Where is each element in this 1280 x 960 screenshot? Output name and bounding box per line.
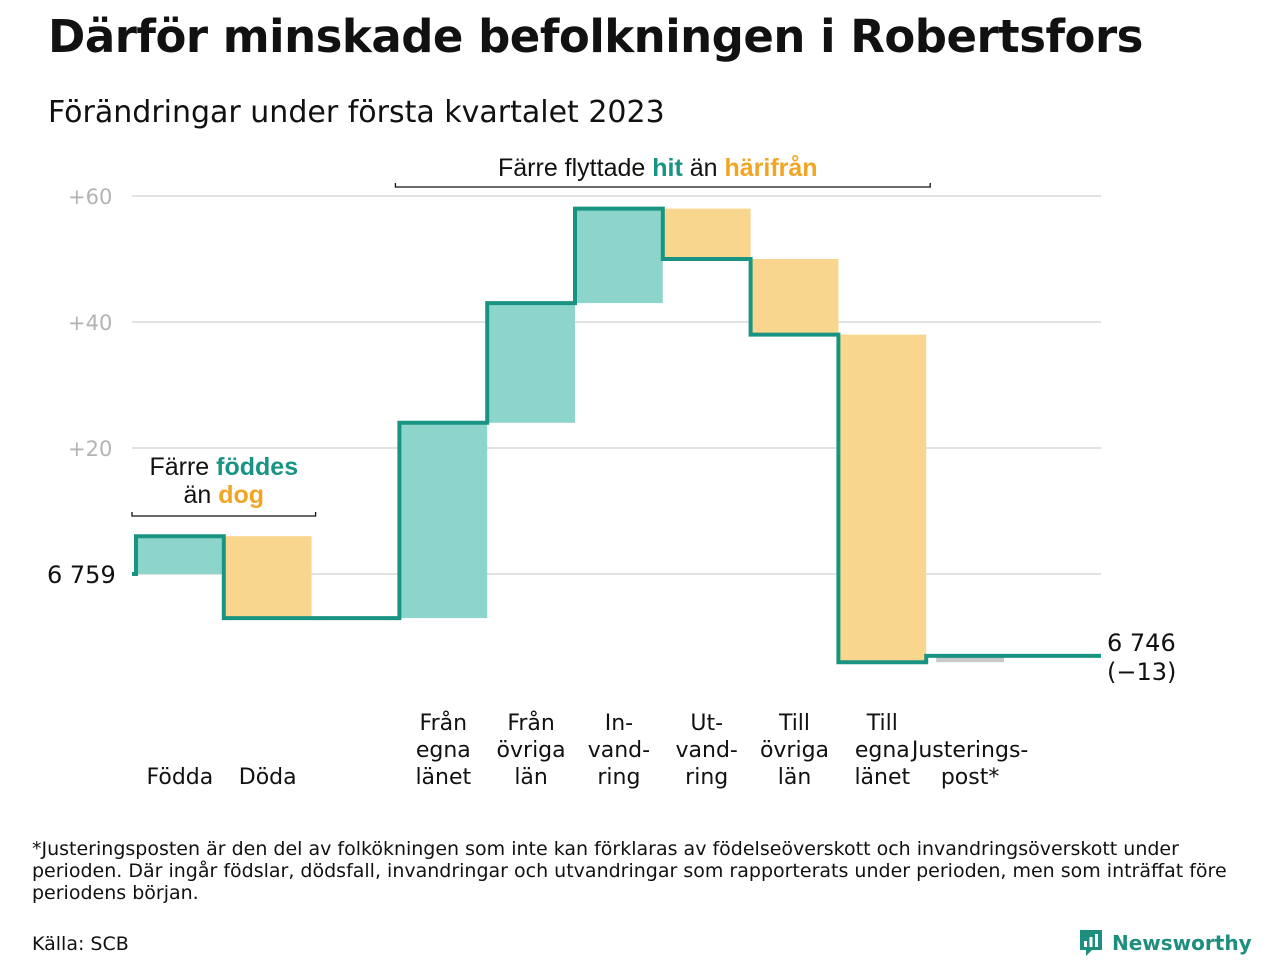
bar-8 — [936, 655, 1004, 663]
category-label: Från övriga län — [497, 710, 566, 790]
migration-bracket — [394, 183, 931, 188]
y-tick-label: +60 — [68, 185, 112, 209]
bar-6 — [750, 259, 839, 335]
births-annotation: Färre föddes än dog — [149, 453, 298, 509]
bar-7 — [838, 334, 927, 663]
bar-1 — [223, 536, 312, 619]
y-tick-label: +40 — [68, 311, 112, 335]
category-label: Till övriga län — [760, 711, 829, 790]
chart-title: Därför minskade befolkningen i Robertsfo… — [48, 10, 1143, 63]
category-label: Födda — [147, 765, 214, 790]
migration-annotation: Färre flyttade hit än härifrån — [498, 154, 818, 182]
newsworthy-brand: Newsworthy — [1078, 928, 1252, 958]
source-label: Källa: SCB — [32, 933, 129, 955]
y-tick-label: +20 — [68, 437, 112, 461]
newsworthy-logo-icon — [1080, 930, 1102, 956]
end-change-label: (−13) — [1107, 658, 1176, 686]
end-value-label: 6 746 — [1107, 629, 1176, 657]
cumulative-step-line — [132, 206, 1101, 665]
category-label: In-vand-ring — [588, 711, 650, 790]
bar-0 — [136, 536, 224, 574]
brand-name: Newsworthy — [1112, 931, 1252, 955]
start-value-label: 6 759 — [47, 561, 116, 589]
bar-2 — [399, 422, 488, 619]
chart-subtitle: Förändringar under första kvartalet 2023 — [48, 95, 665, 130]
waterfall-chart: +20 +40 +60 6 759 6 746(−13) Födda Döda Från egn… — [47, 154, 1176, 790]
category-label: Döda — [239, 765, 297, 790]
category-label: Till egna länet — [854, 711, 910, 790]
category-label: Från egna länet — [415, 710, 471, 790]
category-label: Justerings-post* — [910, 738, 1029, 790]
bar-5 — [662, 208, 751, 259]
births-bracket — [131, 512, 317, 517]
footnote: *Justeringsposten är den del av folkökni… — [32, 838, 1227, 904]
category-label: Ut-vand-ring — [676, 711, 738, 790]
bar-4 — [575, 208, 663, 304]
bar-3 — [487, 303, 575, 423]
